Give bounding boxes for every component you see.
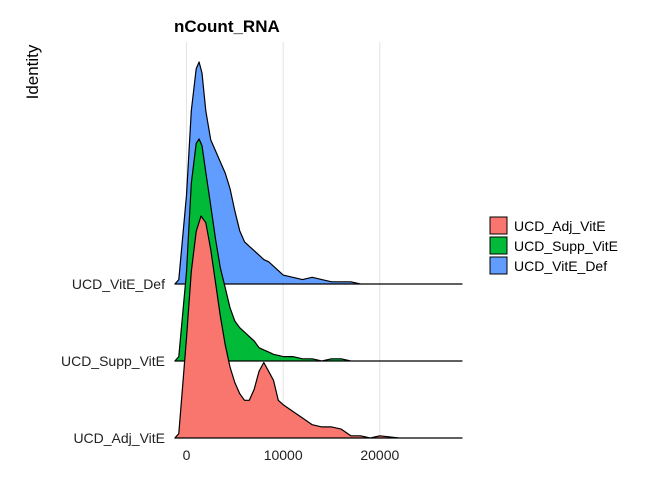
x-tick-labels: 0 10000 20000 bbox=[183, 447, 400, 463]
y-tick-label: UCD_Adj_VitE bbox=[73, 430, 165, 446]
legend-label: UCD_Adj_VitE bbox=[514, 218, 606, 234]
legend-label: UCD_VitE_Def bbox=[514, 258, 607, 274]
y-axis-label: Identity bbox=[23, 44, 42, 99]
x-tick-label: 20000 bbox=[360, 447, 399, 463]
ridge-UCD_Adj_VitE bbox=[174, 215, 463, 439]
y-tick-labels: UCD_Adj_VitE UCD_Supp_VitE UCD_VitE_Def bbox=[61, 276, 165, 446]
x-tick-label: 10000 bbox=[264, 447, 303, 463]
ridges bbox=[174, 61, 463, 439]
legend-key bbox=[489, 216, 508, 235]
y-tick-label: UCD_Supp_VitE bbox=[61, 353, 165, 369]
x-tick-label: 0 bbox=[183, 447, 191, 463]
legend-key bbox=[489, 236, 508, 255]
chart-title: nCount_RNA bbox=[174, 17, 280, 36]
y-tick-label: UCD_VitE_Def bbox=[72, 276, 165, 292]
legend: UCD_Adj_VitE UCD_Supp_VitE UCD_VitE_Def bbox=[489, 216, 618, 275]
legend-label: UCD_Supp_VitE bbox=[514, 238, 618, 254]
legend-key bbox=[489, 256, 508, 275]
